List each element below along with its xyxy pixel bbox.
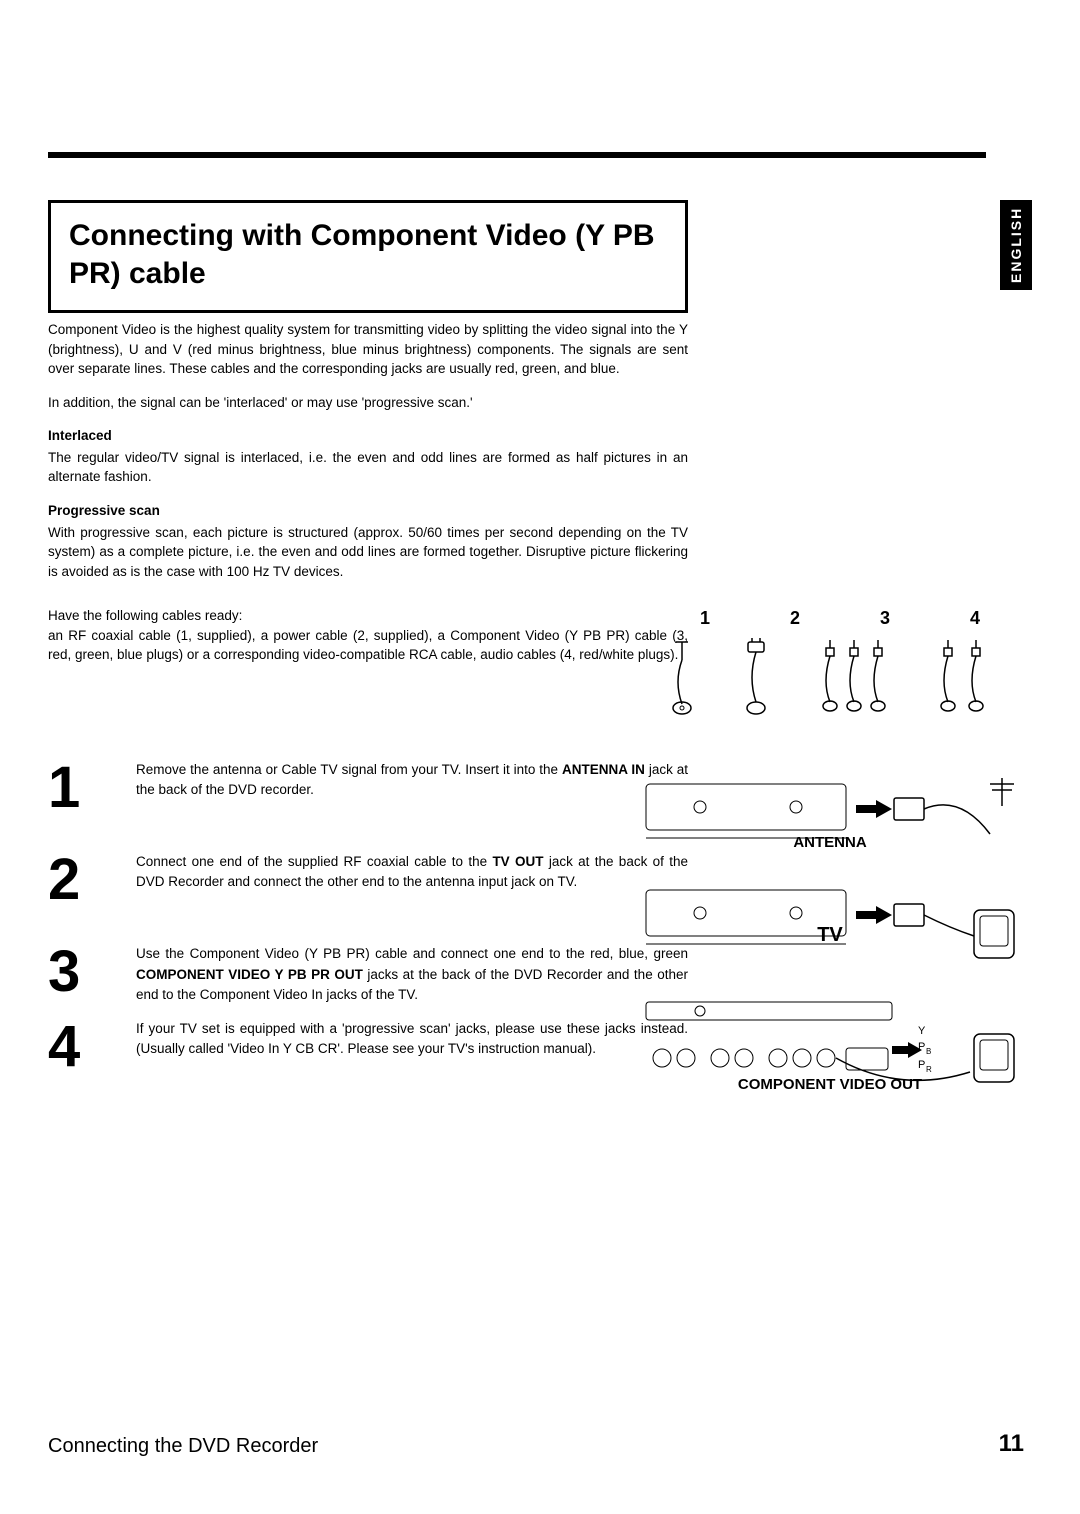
svg-text:Y: Y	[918, 1025, 926, 1037]
cable-illustrations	[650, 636, 1030, 724]
step-2-text: Connect one end of the supplied RF coaxi…	[136, 850, 688, 893]
footer-page-number: 11	[999, 1430, 1024, 1458]
cable-number-row: 1 2 3 4	[660, 608, 1020, 629]
diagram-antenna-label: ANTENNA	[640, 834, 1020, 851]
step-1: 1 Remove the antenna or Cable TV signal …	[48, 758, 688, 814]
intro-p1: Component Video is the highest quality s…	[48, 320, 688, 379]
progscan-body: With progressive scan, each picture is s…	[48, 523, 688, 582]
diagram-tv-label: TV	[640, 924, 1020, 947]
step-1-text: Remove the antenna or Cable TV signal fr…	[136, 758, 688, 801]
step-4-number: 4	[48, 1017, 136, 1073]
step-4-pre: If your TV set is equipped with a 'progr…	[136, 1021, 688, 1056]
diagram-component-video: Y PB PR	[640, 994, 1020, 1114]
step-3-pre: Use the Component Video (Y PB PR) cable …	[136, 946, 688, 961]
step-3-text: Use the Component Video (Y PB PR) cable …	[136, 942, 688, 1005]
cable-num-3: 3	[840, 608, 930, 629]
intro-block: Component Video is the highest quality s…	[48, 320, 688, 595]
title-box: Connecting with Component Video (Y PB PR…	[48, 200, 688, 313]
step-2-bold: TV OUT	[492, 854, 543, 869]
step-1-pre: Remove the antenna or Cable TV signal fr…	[136, 762, 562, 777]
svg-text:R: R	[926, 1065, 932, 1074]
step-2-number: 2	[48, 850, 136, 906]
step-list: 1 Remove the antenna or Cable TV signal …	[48, 758, 688, 1109]
interlaced-heading: Interlaced	[48, 426, 688, 446]
step-4-text: If your TV set is equipped with a 'progr…	[136, 1017, 688, 1060]
cables-ready-body: an RF coaxial cable (1, supplied), a pow…	[48, 626, 688, 665]
svg-text:P: P	[918, 1059, 925, 1071]
footer-section-title: Connecting the DVD Recorder	[48, 1435, 318, 1458]
step-3: 3 Use the Component Video (Y PB PR) cabl…	[48, 942, 688, 1005]
diagram-cv-label-text: COMPONENT VIDEO OUT	[738, 1076, 922, 1093]
cables-ready-block: Have the following cables ready: an RF c…	[48, 606, 688, 665]
interlaced-body: The regular video/TV signal is interlace…	[48, 448, 688, 487]
step-1-bold: ANTENNA IN	[562, 762, 645, 777]
diagram-component-video-label: COMPONENT VIDEO OUT	[640, 1076, 1020, 1094]
cable-num-2: 2	[750, 608, 840, 629]
step-4: 4 If your TV set is equipped with a 'pro…	[48, 1017, 688, 1073]
step-2: 2 Connect one end of the supplied RF coa…	[48, 850, 688, 906]
progscan-heading: Progressive scan	[48, 501, 688, 521]
step-2-pre: Connect one end of the supplied RF coaxi…	[136, 854, 492, 869]
page-title: Connecting with Component Video (Y PB PR…	[69, 217, 667, 292]
step-1-number: 1	[48, 758, 136, 814]
step-3-bold: COMPONENT VIDEO Y PB PR OUT	[136, 967, 363, 982]
cables-ready-lead: Have the following cables ready:	[48, 606, 688, 626]
language-tab: ENGLISH	[1000, 200, 1032, 290]
language-tab-label: ENGLISH	[1008, 207, 1024, 283]
svg-text:B: B	[926, 1047, 931, 1056]
top-rule	[48, 152, 986, 158]
cable-num-4: 4	[930, 608, 1020, 629]
cable-num-1: 1	[660, 608, 750, 629]
intro-p2: In addition, the signal can be 'interlac…	[48, 393, 688, 413]
step-3-number: 3	[48, 942, 136, 998]
